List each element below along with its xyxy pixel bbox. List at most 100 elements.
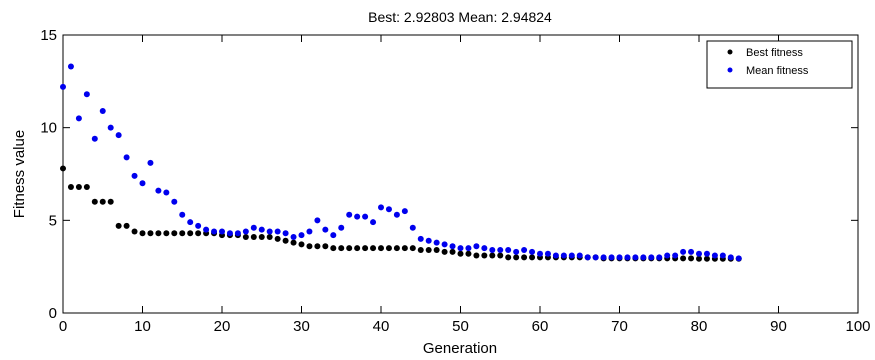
data-point (75, 115, 82, 122)
x-axis: 0 10 20 30 40 50 60 70 80 90 100 (59, 35, 871, 335)
data-point (266, 228, 273, 235)
y-tick-label: 0 (49, 305, 57, 322)
data-point (346, 245, 353, 252)
data-point (274, 235, 281, 242)
data-point (584, 254, 591, 261)
data-point (513, 254, 520, 261)
data-point (147, 230, 154, 237)
x-tick-label: 60 (532, 318, 549, 335)
data-point (282, 237, 289, 244)
data-point (60, 83, 66, 90)
data-point (83, 183, 90, 190)
data-point (409, 224, 416, 231)
data-point (354, 213, 361, 220)
data-point (67, 63, 74, 70)
data-point (672, 252, 679, 259)
data-point (552, 252, 559, 259)
series-mean-fitness (60, 63, 742, 262)
data-point (298, 232, 305, 239)
data-point (131, 228, 138, 235)
x-tick-label: 40 (373, 318, 390, 335)
data-point (385, 245, 392, 252)
data-point (330, 232, 337, 239)
legend-label: Best fitness (746, 47, 803, 59)
data-point (568, 252, 575, 259)
data-point (544, 250, 551, 257)
x-tick-label: 80 (691, 318, 708, 335)
data-point (688, 248, 695, 255)
data-point (306, 243, 313, 250)
data-point (616, 254, 623, 261)
data-point (67, 183, 74, 190)
data-point (521, 246, 528, 253)
legend-marker (727, 67, 733, 73)
data-point (497, 246, 504, 253)
data-point (417, 235, 424, 242)
data-point (664, 252, 671, 259)
x-tick-label: 10 (134, 318, 151, 335)
data-point (489, 246, 496, 253)
data-point (195, 222, 202, 229)
data-point (576, 252, 583, 259)
data-point (370, 219, 377, 226)
data-point (163, 189, 170, 196)
data-point (417, 246, 424, 253)
data-point (195, 230, 202, 237)
data-point (441, 241, 448, 248)
data-point (378, 204, 384, 211)
x-tick-label: 30 (293, 318, 310, 335)
data-point (521, 254, 528, 261)
data-point (123, 154, 130, 161)
data-point (505, 254, 512, 261)
data-point (99, 198, 106, 205)
data-point (680, 255, 687, 262)
data-point (401, 208, 408, 215)
data-point (529, 254, 536, 261)
x-tick-label: 70 (611, 318, 628, 335)
data-point (354, 245, 361, 252)
data-point (370, 245, 377, 252)
data-point (91, 135, 98, 142)
data-point (290, 234, 297, 241)
data-point (600, 254, 607, 261)
data-point (306, 228, 313, 235)
data-point (489, 252, 496, 259)
data-point (719, 252, 726, 259)
data-point (242, 228, 249, 235)
data-point (139, 230, 146, 237)
data-point (362, 245, 369, 252)
data-point (481, 245, 488, 252)
data-point (465, 245, 472, 252)
data-point (250, 224, 257, 231)
data-point (163, 230, 170, 237)
data-point (115, 222, 122, 229)
data-point (258, 234, 265, 241)
x-tick-label: 50 (452, 318, 469, 335)
x-axis-title: Generation (423, 340, 497, 357)
data-point (505, 246, 512, 253)
x-tick-label: 90 (770, 318, 787, 335)
data-point (171, 230, 178, 237)
data-point (131, 172, 138, 179)
x-tick-label: 20 (214, 318, 231, 335)
data-point (608, 254, 615, 261)
data-point (219, 228, 225, 235)
data-point (688, 255, 695, 262)
data-point (441, 248, 448, 255)
data-point (560, 252, 567, 259)
data-point (592, 254, 599, 261)
data-point (91, 198, 98, 205)
data-point (735, 255, 742, 262)
data-point (624, 254, 631, 261)
data-point (187, 230, 194, 237)
data-point (449, 248, 456, 255)
data-point (187, 219, 194, 226)
data-point (465, 250, 472, 257)
x-tick-label: 100 (845, 318, 870, 335)
data-point (322, 243, 329, 250)
y-axis: 0 5 10 15 (40, 27, 858, 322)
data-point (346, 211, 353, 218)
data-point (385, 206, 392, 213)
data-point (147, 159, 154, 166)
